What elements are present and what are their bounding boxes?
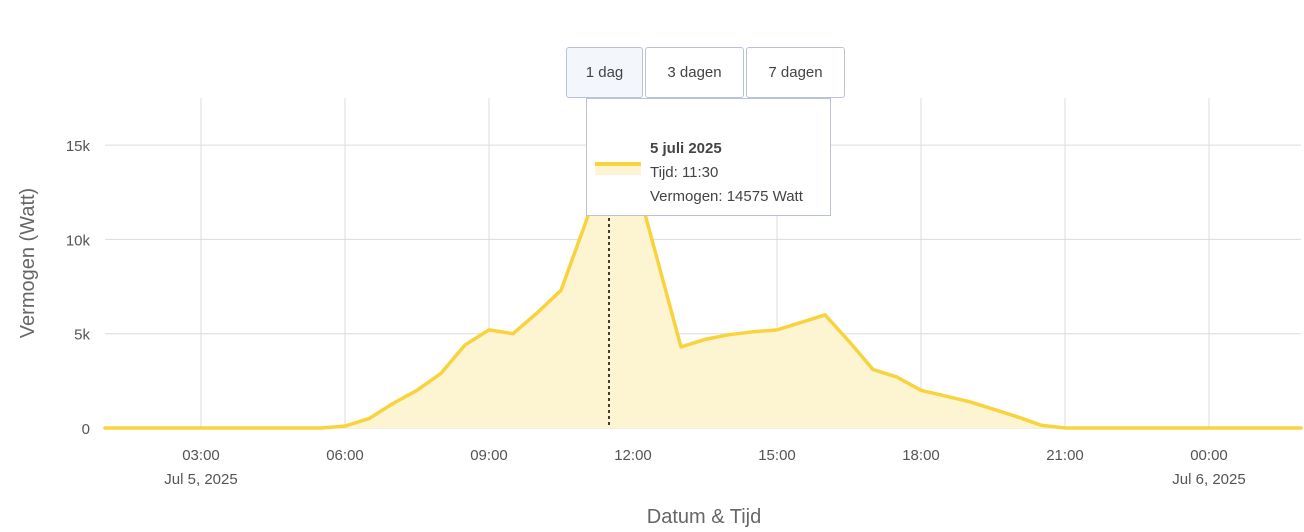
series-point: [919, 388, 923, 392]
series-point: [367, 417, 371, 421]
series-point: [1015, 415, 1019, 419]
series-point: [895, 375, 899, 379]
series-point: [679, 345, 683, 349]
series-point: [1299, 426, 1303, 430]
x-tick-label: 03:00: [182, 447, 220, 464]
series-point: [103, 426, 107, 430]
series-point: [847, 339, 851, 343]
series-area-fill: [105, 153, 1301, 428]
series-point: [727, 333, 731, 337]
series-point: [1087, 426, 1091, 430]
series-point: [559, 288, 563, 292]
series-point: [319, 426, 323, 430]
x-tick-label: 15:00: [758, 447, 796, 464]
x-tick-label: 18:00: [902, 447, 940, 464]
grid-lines: [105, 98, 1301, 429]
series-point: [1039, 423, 1043, 427]
y-axis-title: Vermogen (Watt): [17, 188, 39, 338]
y-tick-label: 10k: [66, 232, 91, 249]
series-point: [799, 320, 803, 324]
series-point: [775, 328, 779, 332]
series-point: [703, 337, 707, 341]
x-tick-label: 09:00: [470, 447, 508, 464]
series-point: [823, 313, 827, 317]
series-point: [1063, 426, 1067, 430]
tick-labels: 0 5k 10k 15k 03:00 Jul 5, 2025 06:00 09:00 12:00…: [66, 138, 1246, 488]
range-selector: 1 dag 3 dagen 7 dagen: [566, 47, 847, 98]
tooltip-time: Tijd: 11:30: [650, 164, 719, 181]
series-point: [943, 394, 947, 398]
series-point: [583, 222, 587, 226]
hover-tooltip: 5 juli 2025 Tijd: 11:30 Vermogen: 14575 …: [586, 98, 831, 216]
series-point: [415, 388, 419, 392]
series-point: [655, 256, 659, 260]
tooltip-content: 5 juli 2025 Tijd: 11:30 Vermogen: 14575 …: [650, 137, 803, 209]
x-tick-sublabel: Jul 5, 2025: [164, 471, 237, 488]
series-point: [967, 400, 971, 404]
range-button-3-days[interactable]: 3 dagen: [645, 47, 744, 98]
series-point: [871, 368, 875, 372]
series-point: [439, 371, 443, 375]
x-tick-label: 21:00: [1046, 447, 1084, 464]
x-axis-title: Datum & Tijd: [647, 506, 761, 528]
x-tick-label: 00:00: [1190, 447, 1228, 464]
series-point: [391, 401, 395, 405]
series-point: [511, 332, 515, 336]
series-point: [343, 424, 347, 428]
tooltip-power: Vermogen: 14575 Watt: [650, 188, 803, 205]
range-button-7-days[interactable]: 7 dagen: [746, 47, 845, 98]
series-point: [487, 328, 491, 332]
series-point: [535, 311, 539, 315]
series-swatch-icon: [595, 157, 641, 175]
tooltip-date: 5 juli 2025: [650, 140, 722, 157]
x-tick-sublabel: Jul 6, 2025: [1172, 471, 1245, 488]
x-tick-label: 06:00: [326, 447, 364, 464]
x-tick-label: 12:00: [614, 447, 652, 464]
range-button-1-day[interactable]: 1 dag: [566, 47, 643, 98]
series-point: [991, 407, 995, 411]
y-tick-label: 5k: [74, 327, 90, 344]
y-tick-label: 0: [82, 421, 90, 438]
y-tick-label: 15k: [66, 138, 91, 155]
series-point: [463, 343, 467, 347]
series-point: [751, 330, 755, 334]
